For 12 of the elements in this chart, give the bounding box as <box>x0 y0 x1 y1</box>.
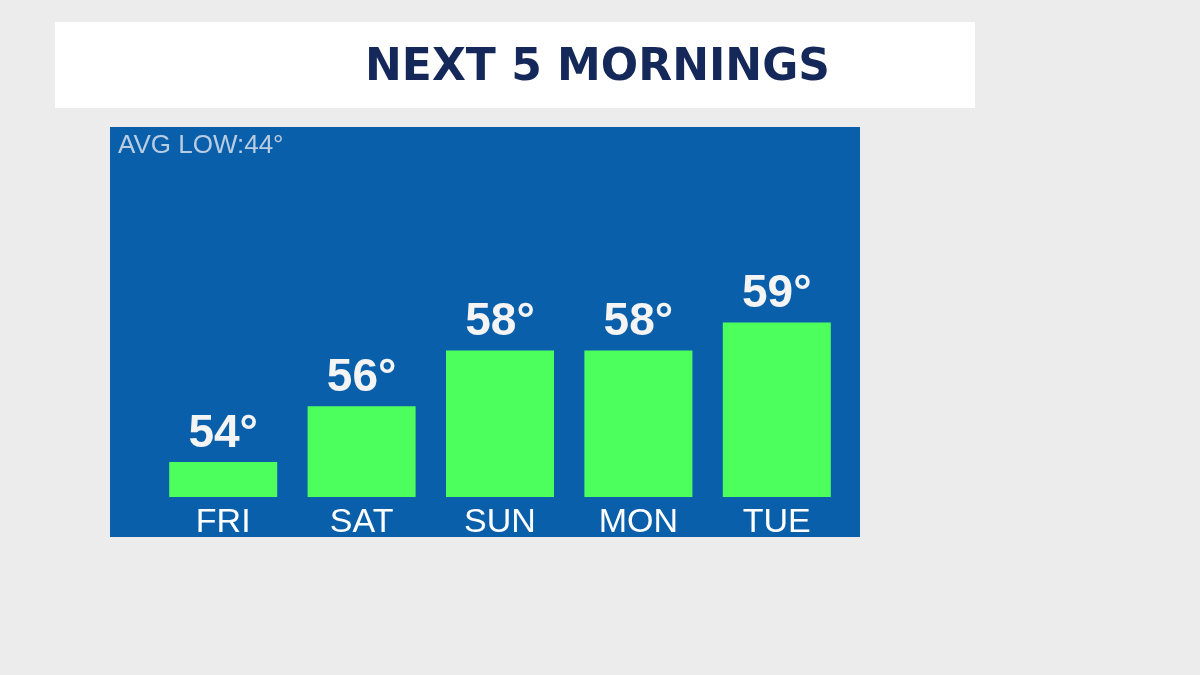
annotation: AVG LOW:44° <box>118 129 284 159</box>
data-label: 56° <box>326 349 397 402</box>
x-tick-label: SUN <box>464 501 536 539</box>
data-label: 59° <box>742 265 812 318</box>
chart-title: NEXT 5 MORNINGS <box>365 38 830 92</box>
x-tick-label: SAT <box>329 501 394 539</box>
data-label: 54° <box>188 405 258 458</box>
x-tick-label: FRI <box>195 501 251 539</box>
x-tick-label: TUE <box>742 501 811 539</box>
data-label: 58° <box>465 293 535 346</box>
x-tick-label: MON <box>598 501 679 539</box>
data-label: 58° <box>603 293 674 346</box>
